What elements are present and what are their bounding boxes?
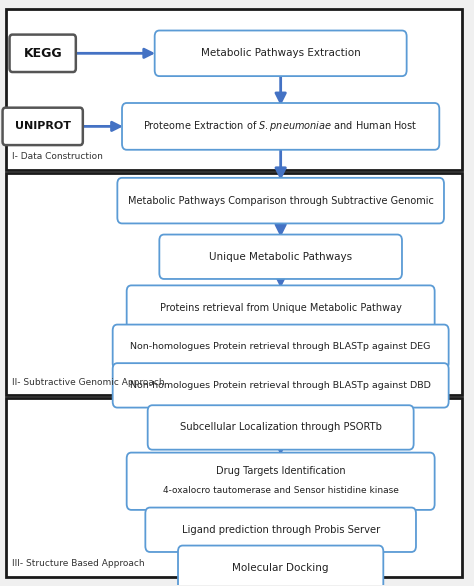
FancyBboxPatch shape [6,398,462,577]
Text: Molecular Docking: Molecular Docking [232,563,329,573]
Text: III- Structure Based Approach: III- Structure Based Approach [12,559,145,568]
FancyBboxPatch shape [148,406,414,449]
FancyBboxPatch shape [118,178,444,223]
FancyBboxPatch shape [146,507,416,552]
FancyBboxPatch shape [155,30,407,76]
Text: UNIPROT: UNIPROT [15,121,71,131]
Text: I- Data Construction: I- Data Construction [12,152,103,162]
Text: Ligand prediction through Probis Server: Ligand prediction through Probis Server [182,525,380,535]
Text: II- Subtractive Genomic Approach: II- Subtractive Genomic Approach [12,377,165,387]
Text: Metabolic Pathways Comparison through Subtractive Genomic: Metabolic Pathways Comparison through Su… [128,196,434,206]
Text: Subcellular Localization through PSORTb: Subcellular Localization through PSORTb [180,423,382,432]
FancyBboxPatch shape [6,173,462,396]
FancyBboxPatch shape [113,325,449,369]
Text: Non-homologues Protein retrieval through BLASTp against DBD: Non-homologues Protein retrieval through… [130,381,431,390]
FancyBboxPatch shape [2,108,83,145]
FancyBboxPatch shape [6,9,462,170]
FancyBboxPatch shape [127,452,435,510]
Text: Proteins retrieval from Unique Metabolic Pathway: Proteins retrieval from Unique Metabolic… [160,302,401,312]
Text: Drug Targets Identification: Drug Targets Identification [216,466,346,476]
FancyBboxPatch shape [178,546,383,586]
Text: KEGG: KEGG [23,47,62,60]
Text: 4-oxalocro tautomerase and Sensor histidine kinase: 4-oxalocro tautomerase and Sensor histid… [163,486,399,495]
Text: Metabolic Pathways Extraction: Metabolic Pathways Extraction [201,48,361,59]
Text: Non-homologues Protein retrieval through BLASTp against DEG: Non-homologues Protein retrieval through… [130,342,431,351]
FancyBboxPatch shape [127,285,435,330]
Text: Unique Metabolic Pathways: Unique Metabolic Pathways [209,252,352,262]
FancyBboxPatch shape [9,35,76,72]
Text: Proteome Extraction of $\it{S. pneumoniae}$ and Human Host: Proteome Extraction of $\it{S. pneumonia… [144,120,418,134]
FancyBboxPatch shape [113,363,449,408]
FancyBboxPatch shape [159,234,402,279]
FancyBboxPatch shape [122,103,439,150]
